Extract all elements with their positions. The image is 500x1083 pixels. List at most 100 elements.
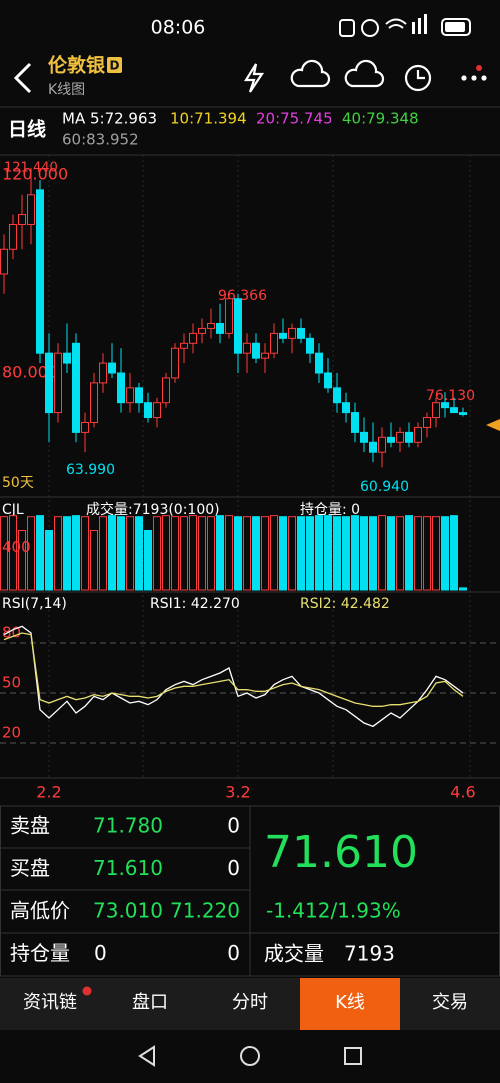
volume-bar bbox=[297, 516, 305, 591]
volume-bar bbox=[18, 530, 26, 591]
candle-body bbox=[27, 194, 35, 225]
volume-bar bbox=[306, 516, 314, 591]
badge: D bbox=[110, 59, 120, 73]
candle-body bbox=[369, 441, 377, 453]
candle-body bbox=[108, 362, 116, 374]
candle-body bbox=[243, 342, 251, 354]
candle-body bbox=[441, 402, 449, 409]
candle-body bbox=[288, 327, 296, 339]
tab[interactable]: 资讯链 bbox=[23, 992, 77, 1013]
high-label: 76.130 bbox=[426, 388, 475, 404]
volume-bar bbox=[423, 516, 431, 591]
volume-bar bbox=[153, 516, 161, 591]
volume-bar bbox=[90, 530, 98, 591]
tab[interactable]: 分时 bbox=[232, 992, 268, 1013]
candle-body bbox=[459, 412, 467, 416]
clock: 08:06 bbox=[151, 17, 206, 39]
volume-bar bbox=[207, 516, 215, 591]
volume-bar bbox=[360, 516, 368, 591]
volume-bar bbox=[81, 516, 89, 591]
y-tick-label: 80.000 bbox=[2, 362, 58, 381]
candle-body bbox=[216, 322, 224, 334]
candle-body bbox=[171, 347, 179, 379]
volume-bar bbox=[405, 515, 413, 591]
candle-body bbox=[360, 431, 368, 443]
candle-body bbox=[63, 352, 71, 364]
y-tick-label: 50 bbox=[2, 674, 21, 692]
rsi-line bbox=[3, 625, 464, 728]
ma-legend: MA 5:72.963 bbox=[62, 110, 157, 128]
quote-value: 0 bbox=[227, 941, 240, 965]
legend: RSI1: 42.270 bbox=[150, 596, 240, 612]
volume-bar bbox=[378, 515, 386, 591]
volume-bar bbox=[198, 516, 206, 591]
volume-bar bbox=[252, 516, 260, 591]
subtitle: K线图 bbox=[48, 82, 85, 98]
candle-body bbox=[18, 214, 26, 225]
tab[interactable]: 盘口 bbox=[132, 992, 168, 1013]
candle-body bbox=[261, 352, 269, 359]
volume-bar bbox=[135, 516, 143, 591]
tab-dot bbox=[82, 986, 92, 996]
toolbar[interactable] bbox=[244, 59, 487, 93]
volume-bar bbox=[333, 516, 341, 591]
volume-bar bbox=[171, 516, 179, 591]
volume-bar bbox=[126, 516, 134, 591]
quote-value: 0 bbox=[94, 941, 107, 965]
candle-body bbox=[423, 417, 431, 428]
volume-bar bbox=[441, 516, 449, 591]
volume-bar bbox=[243, 516, 251, 591]
volume-bar bbox=[387, 516, 395, 591]
low-label: 63.990 bbox=[66, 462, 115, 478]
candle-body bbox=[324, 372, 332, 389]
volume-bar bbox=[189, 515, 197, 591]
volume-bar bbox=[288, 516, 296, 591]
volume-bar bbox=[45, 530, 53, 591]
volume-bar bbox=[450, 515, 458, 591]
quote-value: 0 bbox=[227, 814, 240, 838]
volume: 7193 bbox=[344, 942, 395, 966]
volume-bar bbox=[261, 516, 269, 591]
quote-label: 买盘 bbox=[10, 856, 50, 880]
active-tab bbox=[300, 978, 400, 1030]
v-grid bbox=[48, 155, 471, 778]
candle-body bbox=[9, 223, 17, 250]
back-button[interactable] bbox=[13, 62, 32, 94]
y-tick-label: 400 bbox=[2, 538, 31, 556]
tab[interactable]: K线 bbox=[335, 992, 365, 1013]
candle-body bbox=[378, 436, 386, 453]
ma-legend: 60:83.952 bbox=[62, 131, 139, 149]
candle-body bbox=[450, 407, 458, 414]
volume-bar bbox=[162, 515, 170, 591]
candle-body bbox=[270, 332, 278, 354]
ma-legend: 40:79.348 bbox=[342, 110, 419, 128]
tab[interactable]: 交易 bbox=[432, 992, 468, 1013]
candle-body bbox=[180, 342, 188, 349]
candle-body bbox=[342, 402, 350, 414]
candle-body bbox=[135, 387, 143, 404]
x-tick-label: 3.2 bbox=[225, 783, 250, 802]
quote-value: 71.780 bbox=[93, 814, 163, 838]
period: 日线 bbox=[8, 118, 46, 141]
nav-bar[interactable] bbox=[138, 1045, 362, 1067]
quote-value: 71.610 bbox=[93, 856, 163, 880]
panel-title: RSI(7,14) bbox=[2, 596, 67, 612]
tab-bar bbox=[0, 978, 500, 1030]
x-tick-label: 2.2 bbox=[36, 783, 61, 802]
tabs: 资讯链 盘口 分时 K线 交易 bbox=[23, 992, 468, 1013]
candle-body bbox=[153, 402, 161, 419]
candle-body bbox=[90, 382, 98, 423]
panel-label: 成交量:7193(0:100) bbox=[86, 501, 220, 518]
candle-body bbox=[297, 327, 305, 339]
candle-body bbox=[0, 248, 8, 275]
candle-body bbox=[315, 352, 323, 374]
candle-body bbox=[81, 421, 89, 433]
y-tick-label: 120.000 bbox=[2, 164, 68, 183]
candle-body bbox=[333, 387, 341, 404]
volume-bar bbox=[36, 515, 44, 591]
volume-bar bbox=[180, 516, 188, 591]
candle-body bbox=[189, 332, 197, 344]
volume-bar bbox=[270, 515, 278, 591]
volume-bar bbox=[459, 587, 467, 591]
volume-bar bbox=[396, 516, 404, 591]
